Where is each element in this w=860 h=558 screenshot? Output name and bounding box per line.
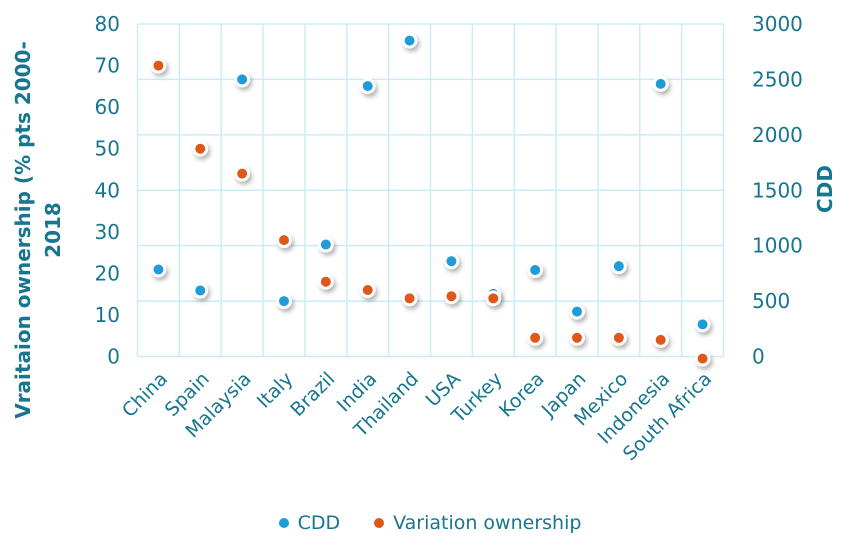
data-point-cdd-mexico — [610, 258, 627, 275]
cdd-legend-label: CDD — [297, 512, 341, 534]
data-point-variation-ownership-china — [150, 57, 167, 74]
left-axis-tick-label: 20 — [95, 261, 120, 285]
data-point-cdd-malaysia — [234, 71, 251, 88]
legend-item-cdd: CDD — [278, 512, 341, 534]
left-axis-title-line1: Vraitaion ownership (% pts 2000- — [11, 41, 35, 419]
data-point-cdd-korea — [527, 262, 544, 279]
data-point-variation-ownership-usa — [443, 288, 460, 305]
category-label-china: China — [118, 368, 172, 422]
data-point-variation-ownership-india — [359, 282, 376, 298]
category-label-brazil: Brazil — [286, 368, 339, 421]
data-point-variation-ownership-spain — [192, 140, 209, 157]
chart-plot-area: 0 10 20 30 40 50 60 70 80 0 500 1000 1500 2000 2500 300… — [11, 12, 837, 465]
variation-ownership-legend-label: Variation ownership — [393, 512, 582, 534]
right-axis-title: CDD — [813, 165, 837, 213]
legend-item-variation-ownership: Variation ownership — [374, 512, 581, 534]
data-point-cdd-brazil — [317, 236, 334, 253]
right-axis-tick-label: 1500 — [752, 178, 803, 202]
data-point-variation-ownership-japan — [569, 329, 585, 346]
data-point-variation-ownership-brazil — [317, 273, 334, 290]
data-point-cdd-spain — [192, 282, 209, 299]
data-point-variation-ownership-mexico — [610, 329, 627, 346]
cdd-legend-marker-icon — [278, 518, 289, 528]
left-axis-tick-label: 70 — [95, 54, 120, 78]
right-axis-tick-label: 3000 — [752, 12, 803, 36]
left-axis-tick-label: 10 — [95, 303, 120, 327]
variation-ownership-legend-marker-icon — [374, 518, 385, 528]
data-point-cdd-japan — [569, 303, 585, 320]
right-axis-tick-label: 1000 — [752, 234, 803, 258]
data-point-cdd-usa — [443, 253, 460, 270]
data-point-variation-ownership-korea — [527, 329, 544, 346]
data-point-variation-ownership-indonesia — [652, 331, 669, 348]
data-point-cdd-italy — [276, 293, 292, 310]
data-point-cdd-south-africa — [694, 316, 711, 333]
data-point-layer — [150, 32, 711, 367]
data-point-cdd-china — [150, 261, 167, 278]
right-axis-tick-label: 2500 — [752, 67, 803, 91]
left-axis-title-line2: 2018 — [41, 202, 65, 258]
category-label-korea: Korea — [495, 368, 549, 422]
right-axis-tick-label: 0 — [752, 345, 765, 369]
data-point-cdd-thailand — [401, 32, 418, 49]
data-point-cdd-indonesia — [652, 75, 669, 92]
left-axis-tick-label: 40 — [95, 178, 120, 202]
left-axis-tick-label: 30 — [95, 220, 120, 244]
grid-layer — [136, 23, 725, 358]
data-point-variation-ownership-thailand — [401, 290, 418, 307]
data-point-variation-ownership-italy — [276, 232, 292, 249]
left-axis-tick-label: 80 — [95, 12, 120, 36]
left-axis-tick-label: 0 — [107, 345, 120, 369]
right-axis-tick-label: 500 — [752, 289, 790, 313]
data-point-cdd-india — [359, 78, 376, 95]
data-point-variation-ownership-turkey — [485, 290, 502, 307]
data-point-variation-ownership-malaysia — [234, 165, 251, 182]
chart-legend: CDD Variation ownership — [0, 505, 860, 541]
data-point-variation-ownership-south-africa — [694, 350, 711, 367]
right-axis-tick-label: 2000 — [752, 123, 803, 147]
left-axis-tick-label: 50 — [95, 137, 120, 161]
left-axis-tick-label: 60 — [95, 95, 120, 119]
